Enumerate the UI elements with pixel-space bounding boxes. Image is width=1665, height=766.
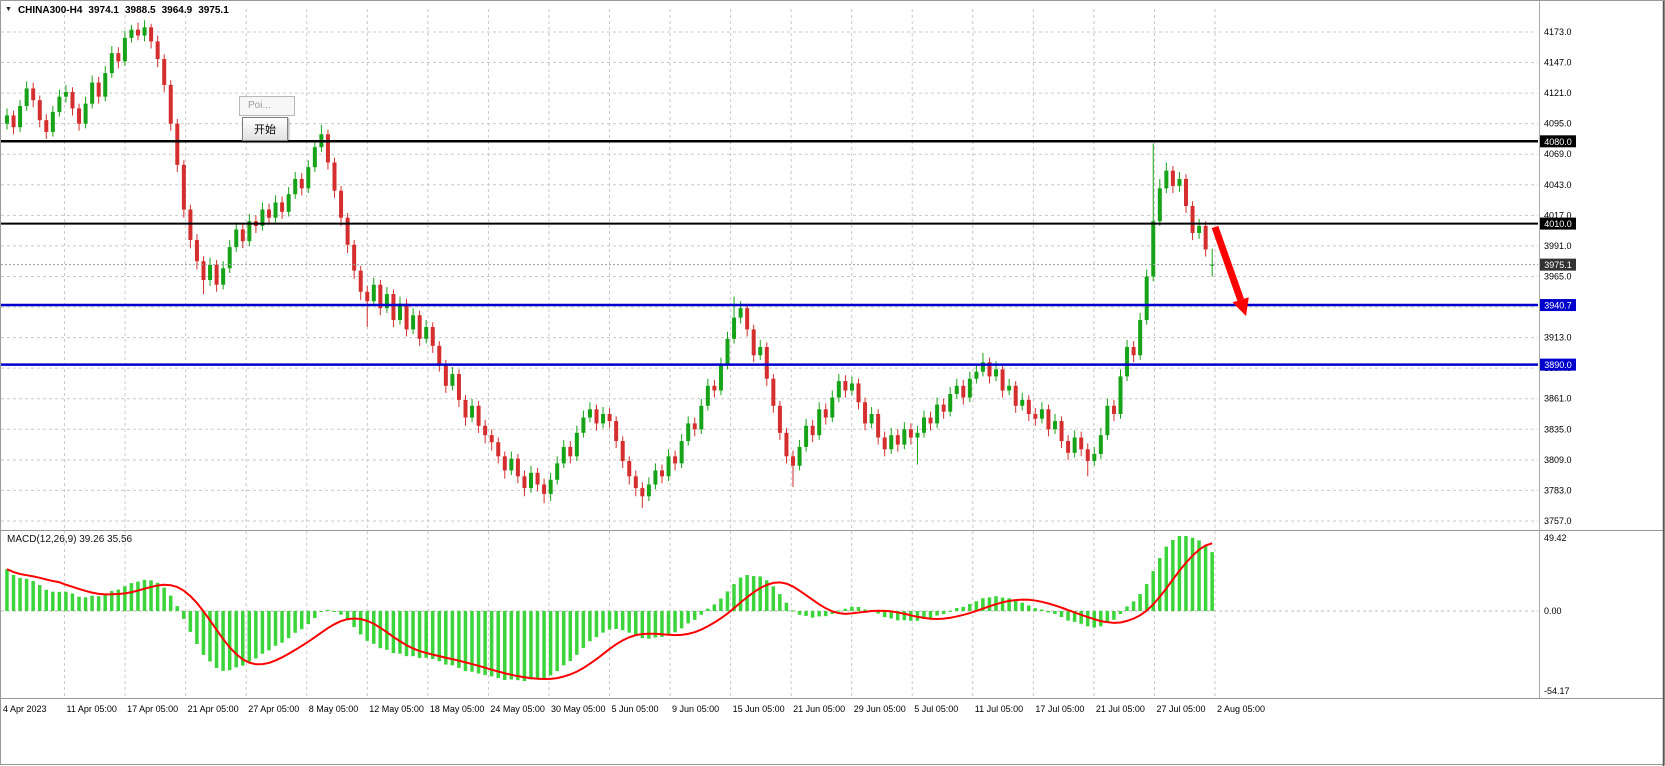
svg-text:3783.0: 3783.0 [1544, 485, 1572, 495]
price-axis: 4173.0 4147.0 4121.0 4095.0 4069.0 4043.0 4017… [1544, 27, 1572, 526]
svg-text:27 Jul 05:00: 27 Jul 05:00 [1156, 704, 1205, 714]
svg-text:2 Aug 05:00: 2 Aug 05:00 [1217, 704, 1265, 714]
svg-text:4069.0: 4069.0 [1544, 149, 1572, 159]
svg-text:24 May 05:00: 24 May 05:00 [490, 704, 545, 714]
candles-layer [5, 20, 1215, 509]
svg-text:18 May 05:00: 18 May 05:00 [430, 704, 485, 714]
popup-title: Poi... [239, 96, 295, 116]
ohlc-open: 3974.1 [88, 5, 119, 16]
levels-layer[interactable] [1, 140, 1538, 366]
svg-text:29 Jun 05:00: 29 Jun 05:00 [854, 704, 906, 714]
svg-text:4173.0: 4173.0 [1544, 27, 1572, 37]
svg-text:11 Jul 05:00: 11 Jul 05:00 [975, 704, 1023, 714]
svg-text:4080.0: 4080.0 [1544, 137, 1572, 147]
ohlc-low: 3964.9 [161, 5, 193, 16]
svg-text:21 Jul 05:00: 21 Jul 05:00 [1096, 704, 1145, 714]
svg-text:49.42: 49.42 [1544, 533, 1567, 543]
svg-text:30 May 05:00: 30 May 05:00 [551, 704, 606, 714]
svg-text:-54.17: -54.17 [1544, 686, 1570, 696]
symbol-period-label: CHINA300-H4 [17, 5, 83, 16]
svg-text:3975.1: 3975.1 [1544, 260, 1572, 270]
svg-text:4095.0: 4095.0 [1544, 119, 1572, 129]
svg-text:5 Jun 05:00: 5 Jun 05:00 [612, 704, 659, 714]
svg-text:21 Jun 05:00: 21 Jun 05:00 [793, 704, 845, 714]
svg-text:27 Apr 05:00: 27 Apr 05:00 [248, 704, 299, 714]
svg-text:3835.0: 3835.0 [1544, 424, 1572, 434]
symbol-dropdown-icon[interactable]: ▼ [5, 6, 12, 13]
svg-text:3861.0: 3861.0 [1544, 394, 1572, 404]
macd-axis: 49.42 0.00 -54.17 [1544, 533, 1570, 696]
svg-text:8 May 05:00: 8 May 05:00 [309, 704, 359, 714]
svg-text:0.00: 0.00 [1544, 606, 1562, 616]
svg-text:4017.0: 4017.0 [1544, 210, 1572, 220]
popup-tooltip: Poi... 开始 [239, 96, 295, 141]
svg-text:12 May 05:00: 12 May 05:00 [369, 704, 424, 714]
grid-layer [1, 9, 1538, 697]
svg-text:4043.0: 4043.0 [1544, 180, 1572, 190]
ohlc-high: 3988.5 [125, 5, 156, 16]
svg-text:5 Jul 05:00: 5 Jul 05:00 [914, 704, 958, 714]
svg-text:4121.0: 4121.0 [1544, 88, 1572, 98]
down-arrow-annotation[interactable] [1211, 225, 1249, 316]
svg-text:21 Apr 05:00: 21 Apr 05:00 [188, 704, 239, 714]
svg-text:3940.7: 3940.7 [1544, 301, 1572, 311]
svg-text:11 Apr 05:00: 11 Apr 05:00 [67, 704, 117, 714]
start-button[interactable]: 开始 [242, 117, 288, 141]
chart-header: ▼ CHINA300-H4 3974.1 3988.5 3964.9 3975.… [5, 5, 229, 16]
macd-indicator-label: MACD(12,26,9) 39.26 35.56 [7, 534, 133, 545]
svg-text:17 Apr 05:00: 17 Apr 05:00 [127, 704, 178, 714]
svg-text:3965.0: 3965.0 [1544, 271, 1572, 281]
macd-signal-line [6, 542, 1213, 681]
svg-text:17 Jul 05:00: 17 Jul 05:00 [1035, 704, 1084, 714]
svg-text:4010.0: 4010.0 [1544, 219, 1572, 229]
svg-text:3913.0: 3913.0 [1544, 333, 1572, 343]
svg-text:15 Jun 05:00: 15 Jun 05:00 [733, 704, 785, 714]
svg-text:4 Apr 2023: 4 Apr 2023 [3, 704, 47, 714]
svg-text:3890.0: 3890.0 [1544, 360, 1572, 370]
svg-text:3809.0: 3809.0 [1544, 455, 1572, 465]
svg-text:3991.0: 3991.0 [1544, 241, 1572, 251]
svg-text:9 Jun 05:00: 9 Jun 05:00 [672, 704, 719, 714]
ohlc-close: 3975.1 [198, 5, 229, 16]
time-axis: 4 Apr 2023 11 Apr 05:00 17 Apr 05:00 21 Apr… [3, 704, 1265, 714]
svg-text:4147.0: 4147.0 [1544, 58, 1572, 68]
svg-text:3757.0: 3757.0 [1544, 516, 1572, 526]
price-badges: 4080.0 4010.0 3940.7 3890.0 3975.1 [1540, 135, 1576, 371]
macd-layer [5, 536, 1214, 682]
